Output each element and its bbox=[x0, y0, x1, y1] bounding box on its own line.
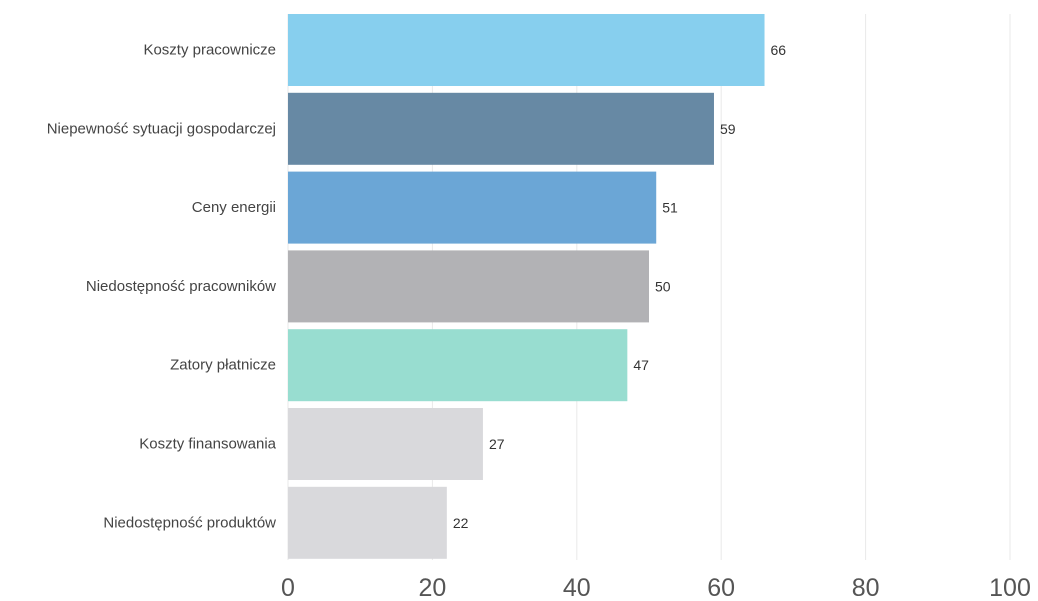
bar bbox=[288, 14, 765, 86]
bar bbox=[288, 250, 649, 323]
bar bbox=[288, 486, 447, 559]
value-labels: 66 59 51 50 47 27 22 bbox=[453, 42, 786, 531]
data-label: 27 bbox=[489, 436, 505, 452]
category-labels: Koszty pracownicze Niepewność sytuacji go… bbox=[47, 42, 277, 532]
category-label: Niedostępność produktów bbox=[103, 514, 276, 531]
category-label: Ceny energii bbox=[192, 199, 276, 216]
x-tick-label: 20 bbox=[418, 574, 446, 601]
data-label: 51 bbox=[662, 200, 678, 216]
bar bbox=[288, 408, 483, 480]
category-label: Koszty pracownicze bbox=[143, 42, 276, 59]
category-label: Niedostępność pracowników bbox=[86, 278, 276, 295]
data-label: 47 bbox=[633, 357, 649, 373]
x-tick-label: 60 bbox=[707, 574, 735, 601]
data-label: 50 bbox=[655, 278, 671, 294]
x-tick-label: 40 bbox=[563, 574, 591, 601]
category-label: Koszty finansowania bbox=[139, 436, 276, 453]
x-tick-label: 100 bbox=[989, 574, 1031, 601]
bars bbox=[288, 14, 765, 559]
data-label: 59 bbox=[720, 121, 736, 137]
category-label: Zatory płatnicze bbox=[170, 357, 276, 374]
x-tick-label: 0 bbox=[281, 574, 295, 601]
bar bbox=[288, 92, 714, 165]
bar bbox=[288, 171, 657, 244]
data-label: 22 bbox=[453, 515, 469, 531]
x-tick-label: 80 bbox=[852, 574, 880, 601]
category-label: Niepewność sytuacji gospodarczej bbox=[47, 120, 276, 137]
bar bbox=[288, 329, 628, 402]
data-label: 66 bbox=[771, 42, 787, 58]
x-axis-ticks: 0 20 40 60 80 100 bbox=[281, 574, 1031, 601]
